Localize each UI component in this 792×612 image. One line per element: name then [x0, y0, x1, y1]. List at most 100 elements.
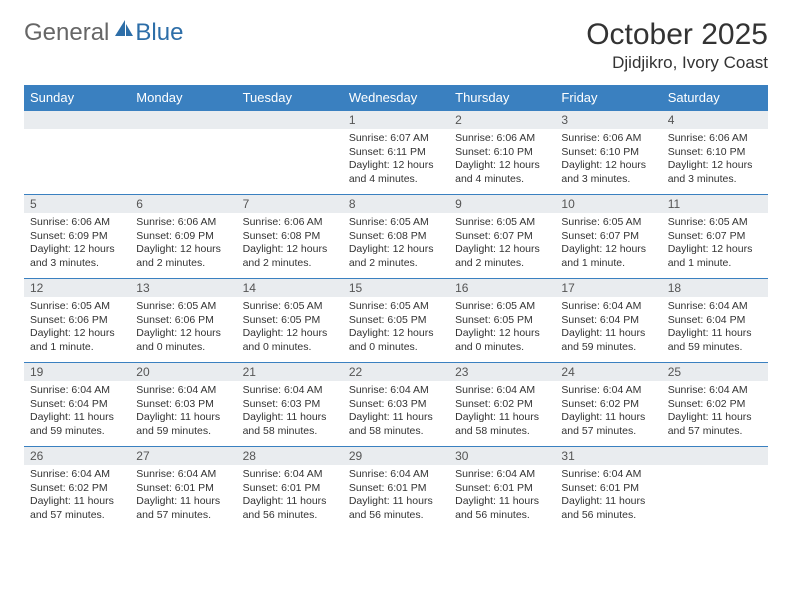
sunrise-text: Sunrise: 6:04 AM [561, 468, 655, 482]
daylight-text: Daylight: 12 hours and 2 minutes. [243, 243, 337, 270]
day-number: 1 [343, 111, 449, 129]
sunset-text: Sunset: 6:01 PM [455, 482, 549, 496]
calendar-cell: 7Sunrise: 6:06 AMSunset: 6:08 PMDaylight… [237, 195, 343, 279]
day-details: Sunrise: 6:04 AMSunset: 6:03 PMDaylight:… [237, 381, 343, 441]
sunrise-text: Sunrise: 6:05 AM [668, 216, 762, 230]
daylight-text: Daylight: 11 hours and 57 minutes. [561, 411, 655, 438]
day-details: Sunrise: 6:05 AMSunset: 6:07 PMDaylight:… [662, 213, 768, 273]
day-details: Sunrise: 6:05 AMSunset: 6:08 PMDaylight:… [343, 213, 449, 273]
day-number: 28 [237, 447, 343, 465]
sunset-text: Sunset: 6:10 PM [561, 146, 655, 160]
day-details: Sunrise: 6:04 AMSunset: 6:01 PMDaylight:… [449, 465, 555, 525]
sunrise-text: Sunrise: 6:04 AM [668, 384, 762, 398]
day-number: 19 [24, 363, 130, 381]
calendar-cell [237, 111, 343, 195]
day-number: 4 [662, 111, 768, 129]
daylight-text: Daylight: 12 hours and 0 minutes. [136, 327, 230, 354]
daylight-text: Daylight: 11 hours and 57 minutes. [668, 411, 762, 438]
calendar-cell: 17Sunrise: 6:04 AMSunset: 6:04 PMDayligh… [555, 279, 661, 363]
day-details: Sunrise: 6:04 AMSunset: 6:04 PMDaylight:… [24, 381, 130, 441]
calendar-cell: 4Sunrise: 6:06 AMSunset: 6:10 PMDaylight… [662, 111, 768, 195]
sunset-text: Sunset: 6:06 PM [30, 314, 124, 328]
sunrise-text: Sunrise: 6:04 AM [455, 468, 549, 482]
calendar-cell: 13Sunrise: 6:05 AMSunset: 6:06 PMDayligh… [130, 279, 236, 363]
sunrise-text: Sunrise: 6:04 AM [136, 468, 230, 482]
sunrise-text: Sunrise: 6:06 AM [561, 132, 655, 146]
sunset-text: Sunset: 6:03 PM [349, 398, 443, 412]
sunrise-text: Sunrise: 6:04 AM [349, 384, 443, 398]
sunrise-text: Sunrise: 6:05 AM [455, 300, 549, 314]
sunset-text: Sunset: 6:07 PM [455, 230, 549, 244]
daylight-text: Daylight: 12 hours and 0 minutes. [455, 327, 549, 354]
sunrise-text: Sunrise: 6:06 AM [243, 216, 337, 230]
day-details: Sunrise: 6:06 AMSunset: 6:08 PMDaylight:… [237, 213, 343, 273]
calendar-cell: 9 Sunrise: 6:05 AMSunset: 6:07 PMDaylight… [449, 195, 555, 279]
sunset-text: Sunset: 6:11 PM [349, 146, 443, 160]
day-number: 9 [449, 195, 555, 213]
day-details: Sunrise: 6:04 AMSunset: 6:01 PMDaylight:… [130, 465, 236, 525]
calendar-cell [24, 111, 130, 195]
calendar-table: Sunday Monday Tuesday Wednesday Thursday… [24, 85, 768, 533]
sunrise-text: Sunrise: 6:04 AM [243, 468, 337, 482]
sunset-text: Sunset: 6:05 PM [243, 314, 337, 328]
day-number: 22 [343, 363, 449, 381]
empty-day [24, 111, 130, 129]
header: General Blue October 2025 Djidjikro, Ivo… [24, 18, 768, 73]
calendar-page: General Blue October 2025 Djidjikro, Ivo… [0, 0, 792, 612]
sunrise-text: Sunrise: 6:04 AM [561, 384, 655, 398]
sunset-text: Sunset: 6:09 PM [136, 230, 230, 244]
day-details: Sunrise: 6:04 AMSunset: 6:02 PMDaylight:… [555, 381, 661, 441]
daylight-text: Daylight: 11 hours and 56 minutes. [455, 495, 549, 522]
day-number: 2 [449, 111, 555, 129]
sunrise-text: Sunrise: 6:06 AM [30, 216, 124, 230]
sunrise-text: Sunrise: 6:04 AM [136, 384, 230, 398]
calendar-cell: 14Sunrise: 6:05 AMSunset: 6:05 PMDayligh… [237, 279, 343, 363]
day-number: 27 [130, 447, 236, 465]
day-details: Sunrise: 6:04 AMSunset: 6:02 PMDaylight:… [662, 381, 768, 441]
logo-text-general: General [24, 19, 109, 47]
weekday-header: Saturday [662, 85, 768, 111]
daylight-text: Daylight: 11 hours and 59 minutes. [561, 327, 655, 354]
day-details: Sunrise: 6:04 AMSunset: 6:01 PMDaylight:… [343, 465, 449, 525]
sunrise-text: Sunrise: 6:05 AM [243, 300, 337, 314]
daylight-text: Daylight: 12 hours and 2 minutes. [455, 243, 549, 270]
day-number: 14 [237, 279, 343, 297]
day-details: Sunrise: 6:04 AMSunset: 6:01 PMDaylight:… [555, 465, 661, 525]
calendar-cell: 20Sunrise: 6:04 AMSunset: 6:03 PMDayligh… [130, 363, 236, 447]
calendar-cell: 19Sunrise: 6:04 AMSunset: 6:04 PMDayligh… [24, 363, 130, 447]
logo-text-blue: Blue [135, 19, 183, 47]
sunrise-text: Sunrise: 6:05 AM [455, 216, 549, 230]
day-details: Sunrise: 6:06 AMSunset: 6:10 PMDaylight:… [555, 129, 661, 189]
weekday-header: Monday [130, 85, 236, 111]
day-details: Sunrise: 6:04 AMSunset: 6:04 PMDaylight:… [662, 297, 768, 357]
day-details: Sunrise: 6:06 AMSunset: 6:09 PMDaylight:… [24, 213, 130, 273]
daylight-text: Daylight: 11 hours and 56 minutes. [243, 495, 337, 522]
weekday-header-row: Sunday Monday Tuesday Wednesday Thursday… [24, 85, 768, 111]
calendar-cell: 27Sunrise: 6:04 AMSunset: 6:01 PMDayligh… [130, 447, 236, 533]
day-details: Sunrise: 6:05 AMSunset: 6:06 PMDaylight:… [24, 297, 130, 357]
sunset-text: Sunset: 6:04 PM [561, 314, 655, 328]
sunset-text: Sunset: 6:01 PM [136, 482, 230, 496]
day-number: 31 [555, 447, 661, 465]
day-details: Sunrise: 6:06 AMSunset: 6:10 PMDaylight:… [449, 129, 555, 189]
calendar-cell: 2Sunrise: 6:06 AMSunset: 6:10 PMDaylight… [449, 111, 555, 195]
day-number: 24 [555, 363, 661, 381]
calendar-cell: 29Sunrise: 6:04 AMSunset: 6:01 PMDayligh… [343, 447, 449, 533]
calendar-cell: 10Sunrise: 6:05 AMSunset: 6:07 PMDayligh… [555, 195, 661, 279]
sunset-text: Sunset: 6:05 PM [455, 314, 549, 328]
daylight-text: Daylight: 12 hours and 4 minutes. [349, 159, 443, 186]
calendar-cell: 23Sunrise: 6:04 AMSunset: 6:02 PMDayligh… [449, 363, 555, 447]
sunset-text: Sunset: 6:10 PM [668, 146, 762, 160]
sunset-text: Sunset: 6:05 PM [349, 314, 443, 328]
empty-day [130, 111, 236, 129]
sunrise-text: Sunrise: 6:04 AM [561, 300, 655, 314]
page-title: October 2025 [586, 18, 768, 51]
day-details: Sunrise: 6:04 AMSunset: 6:01 PMDaylight:… [237, 465, 343, 525]
sunrise-text: Sunrise: 6:07 AM [349, 132, 443, 146]
day-number: 7 [237, 195, 343, 213]
calendar-week-row: 12Sunrise: 6:05 AMSunset: 6:06 PMDayligh… [24, 279, 768, 363]
calendar-cell [130, 111, 236, 195]
title-block: October 2025 Djidjikro, Ivory Coast [586, 18, 768, 73]
day-number: 12 [24, 279, 130, 297]
weekday-header: Friday [555, 85, 661, 111]
